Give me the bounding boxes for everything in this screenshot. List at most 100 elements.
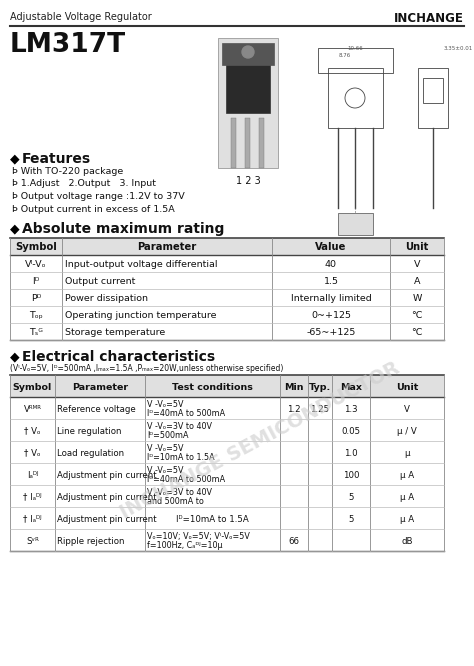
Text: INCHANGE: INCHANGE bbox=[394, 12, 464, 25]
Bar bbox=[259, 118, 264, 168]
Text: μ A: μ A bbox=[400, 470, 414, 480]
Text: Symbol: Symbol bbox=[15, 242, 57, 252]
Bar bbox=[328, 68, 383, 128]
Bar bbox=[231, 118, 237, 168]
Text: Test conditions: Test conditions bbox=[172, 382, 253, 392]
Text: Adjustment pin current: Adjustment pin current bbox=[57, 492, 156, 501]
Text: 1.3: 1.3 bbox=[344, 404, 358, 414]
Text: 8.76: 8.76 bbox=[339, 53, 351, 58]
Text: 1.25: 1.25 bbox=[310, 404, 329, 414]
Text: μ A: μ A bbox=[400, 492, 414, 501]
Text: Load regulation: Load regulation bbox=[57, 448, 124, 458]
Text: Pᴰ: Pᴰ bbox=[31, 294, 41, 303]
Text: Unit: Unit bbox=[405, 242, 428, 252]
Text: Tₒₚ: Tₒₚ bbox=[29, 311, 43, 320]
Text: ◆: ◆ bbox=[10, 152, 19, 165]
Text: Operating junction temperature: Operating junction temperature bbox=[65, 311, 217, 320]
Bar bbox=[226, 58, 270, 113]
Text: V: V bbox=[404, 404, 410, 414]
Text: Þ Output voltage range :1.2V to 37V: Þ Output voltage range :1.2V to 37V bbox=[12, 192, 185, 201]
Text: Typ.: Typ. bbox=[309, 382, 331, 392]
Text: V: V bbox=[414, 260, 420, 269]
Text: Min: Min bbox=[284, 382, 304, 392]
Bar bbox=[222, 43, 274, 65]
Bar bbox=[10, 238, 444, 255]
Text: 1.5: 1.5 bbox=[323, 277, 338, 286]
Text: 5: 5 bbox=[348, 515, 354, 523]
Text: Input-output voltage differential: Input-output voltage differential bbox=[65, 260, 218, 269]
Text: Iᴰ: Iᴰ bbox=[32, 277, 40, 286]
Text: 5: 5 bbox=[348, 492, 354, 501]
Text: Þ Output current in excess of 1.5A: Þ Output current in excess of 1.5A bbox=[12, 204, 175, 214]
Text: Iᴰ=500mA: Iᴰ=500mA bbox=[147, 431, 189, 440]
Text: °C: °C bbox=[411, 328, 423, 337]
Text: 0.05: 0.05 bbox=[341, 426, 361, 436]
Text: Ripple rejection: Ripple rejection bbox=[57, 537, 125, 545]
Text: Iᴰ=10mA to 1.5A: Iᴰ=10mA to 1.5A bbox=[147, 453, 215, 462]
Text: Output current: Output current bbox=[65, 277, 136, 286]
Text: ◆: ◆ bbox=[10, 222, 19, 235]
Text: V -Vₒ=3V to 40V: V -Vₒ=3V to 40V bbox=[147, 488, 212, 497]
Text: (Vᴵ-Vₒ=5V, Iᴰ=500mA ,Iₘₐₓ=1.5A ,Pₘₐₓ=20W,unless otherwise specified): (Vᴵ-Vₒ=5V, Iᴰ=500mA ,Iₘₐₓ=1.5A ,Pₘₐₓ=20W… bbox=[10, 364, 283, 373]
Text: V -Vₒ=3V to 40V: V -Vₒ=3V to 40V bbox=[147, 422, 212, 431]
Text: Iᴰ=10mA to 1.5A: Iᴰ=10mA to 1.5A bbox=[176, 515, 249, 523]
Text: Adjustment pin current: Adjustment pin current bbox=[57, 470, 156, 480]
Text: Tₛᴳ: Tₛᴳ bbox=[29, 328, 43, 337]
Bar bbox=[318, 48, 393, 73]
Text: and 500mA to: and 500mA to bbox=[147, 497, 204, 506]
Text: Parameter: Parameter bbox=[137, 242, 197, 252]
Text: † Vₒ: † Vₒ bbox=[24, 448, 41, 458]
Text: 66: 66 bbox=[289, 537, 300, 545]
Text: 1 2 3: 1 2 3 bbox=[236, 176, 260, 186]
Text: † Vₒ: † Vₒ bbox=[24, 426, 41, 436]
Circle shape bbox=[242, 46, 254, 58]
Text: † Iₐᴰᴶ: † Iₐᴰᴶ bbox=[23, 515, 42, 523]
Text: Max: Max bbox=[340, 382, 362, 392]
Text: Reference voltage: Reference voltage bbox=[57, 404, 136, 414]
Bar bbox=[10, 375, 444, 397]
Text: 100: 100 bbox=[343, 470, 359, 480]
Text: Adjustable Voltage Regulator: Adjustable Voltage Regulator bbox=[10, 12, 152, 22]
Text: f=100Hz, Cₐᴰᴶ=10μ: f=100Hz, Cₐᴰᴶ=10μ bbox=[147, 541, 222, 550]
Text: V -Vₒ=5V: V -Vₒ=5V bbox=[147, 466, 183, 475]
Text: Sᵛᴿ: Sᵛᴿ bbox=[26, 537, 39, 545]
Text: Internally limited: Internally limited bbox=[291, 294, 371, 303]
Text: 1.0: 1.0 bbox=[344, 448, 358, 458]
Text: 10.66: 10.66 bbox=[347, 46, 363, 51]
Text: Unit: Unit bbox=[396, 382, 418, 392]
Text: Electrical characteristics: Electrical characteristics bbox=[22, 350, 215, 364]
Text: A: A bbox=[414, 277, 420, 286]
Text: W: W bbox=[412, 294, 422, 303]
Text: -65~+125: -65~+125 bbox=[306, 328, 356, 337]
Text: Parameter: Parameter bbox=[72, 382, 128, 392]
Text: Features: Features bbox=[22, 152, 91, 166]
Text: °C: °C bbox=[411, 311, 423, 320]
Text: 40: 40 bbox=[325, 260, 337, 269]
Text: μ: μ bbox=[404, 448, 410, 458]
Text: V -Vₒ=5V: V -Vₒ=5V bbox=[147, 400, 183, 409]
Text: dB: dB bbox=[401, 537, 413, 545]
Text: Storage temperature: Storage temperature bbox=[65, 328, 165, 337]
Bar bbox=[423, 78, 443, 103]
Text: 3.35±0.01: 3.35±0.01 bbox=[443, 46, 473, 51]
Text: Vₒ=10V; Vₒ=5V; Vᴵ-Vₒ=5V: Vₒ=10V; Vₒ=5V; Vᴵ-Vₒ=5V bbox=[147, 532, 250, 541]
Text: Symbol: Symbol bbox=[13, 382, 52, 392]
Text: ◆: ◆ bbox=[10, 350, 19, 363]
Text: μ / V: μ / V bbox=[397, 426, 417, 436]
Text: 0~+125: 0~+125 bbox=[311, 311, 351, 320]
Text: LM317T: LM317T bbox=[10, 32, 126, 58]
Bar bbox=[246, 118, 250, 168]
Text: Iₐᴰᴶ: Iₐᴰᴶ bbox=[27, 470, 38, 480]
Text: † Iₐᴰᴶ: † Iₐᴰᴶ bbox=[23, 492, 42, 501]
Text: Power dissipation: Power dissipation bbox=[65, 294, 148, 303]
Bar bbox=[218, 38, 278, 168]
Text: Iᴰ=40mA to 500mA: Iᴰ=40mA to 500mA bbox=[147, 409, 225, 418]
Text: 1.2: 1.2 bbox=[287, 404, 301, 414]
Bar bbox=[418, 68, 448, 128]
Text: INCHANGE SEMICONDUCTOR: INCHANGE SEMICONDUCTOR bbox=[117, 358, 403, 522]
Text: Vᴿᴹᴿ: Vᴿᴹᴿ bbox=[24, 404, 42, 414]
Text: Line regulation: Line regulation bbox=[57, 426, 121, 436]
Text: Þ With TO-220 package: Þ With TO-220 package bbox=[12, 167, 123, 176]
Text: V -Vₒ=5V: V -Vₒ=5V bbox=[147, 444, 183, 453]
Text: Absolute maximum rating: Absolute maximum rating bbox=[22, 222, 224, 236]
